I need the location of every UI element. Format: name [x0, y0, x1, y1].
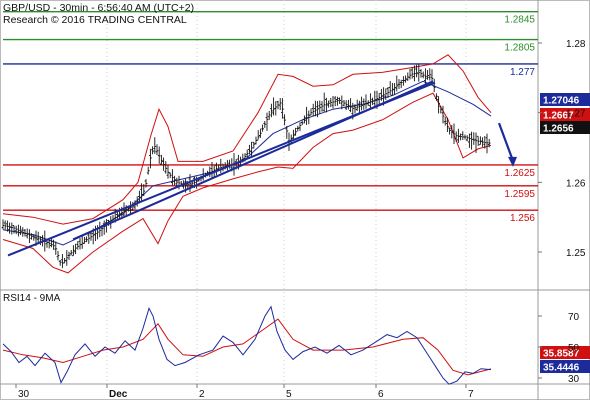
price-marker-label: 1.27046 [543, 96, 580, 107]
level-label: 1.256 [510, 213, 535, 224]
chart-subtitle: Research © 2016 TRADING CENTRAL [3, 14, 187, 26]
x-tick-label: 5 [286, 389, 292, 400]
price-marker-box [540, 121, 590, 134]
x-tick-label: 30 [18, 389, 30, 400]
bollinger-lower [2, 92, 492, 274]
y-tick-label: 1.28 [566, 39, 586, 50]
level-label: 1.2805 [504, 43, 535, 54]
rsi-ma-line [2, 318, 492, 376]
price-marker-label: 1.2667 [543, 111, 574, 122]
y-tick-label: 1.27 [566, 109, 586, 120]
x-tick-label: 7 [468, 389, 474, 400]
x-tick-label: Dec [109, 389, 128, 400]
x-tick-label: 2 [199, 389, 205, 400]
rsi-marker-box [540, 360, 590, 373]
forecast-arrow-shaft [497, 122, 515, 162]
trendline [72, 80, 434, 241]
bollinger-upper [2, 54, 492, 225]
forecast-arrow-head [508, 156, 517, 167]
y-tick-label: 1.25 [566, 248, 586, 259]
price-marker-label: 1.2656 [543, 124, 574, 135]
rsi-marker-label: 35.4446 [543, 363, 580, 374]
level-label: 1.277 [510, 67, 535, 78]
rsi-marker-box [540, 346, 590, 359]
chart-title: GBP/USD - 30min - 6:56:40 AM (UTC+2) [3, 2, 194, 14]
rsi-y-tick-label: 50 [568, 343, 580, 354]
level-label: 1.2845 [504, 15, 535, 26]
rsi-y-tick-label: 30 [568, 374, 580, 385]
rsi-title: RSI14 - 9MA [3, 293, 61, 304]
price-marker-box [540, 108, 590, 121]
rsi-marker-label: 35.8587 [543, 349, 580, 360]
x-tick-label: 6 [378, 389, 384, 400]
rsi-line [2, 305, 492, 385]
level-label: 1.2595 [504, 189, 535, 200]
price-marker-box [540, 93, 590, 106]
level-label: 1.2625 [504, 168, 535, 179]
rsi-y-tick-label: 70 [568, 312, 580, 323]
y-tick-label: 1.26 [566, 178, 586, 189]
